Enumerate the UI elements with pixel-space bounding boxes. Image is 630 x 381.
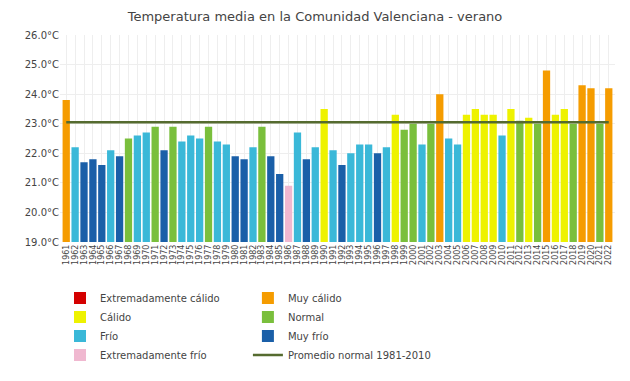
svg-text:1975: 1975 — [186, 245, 195, 265]
svg-text:1982: 1982 — [249, 245, 258, 265]
svg-text:Extremadamente cálido: Extremadamente cálido — [100, 293, 220, 304]
svg-text:1996: 1996 — [373, 245, 382, 265]
svg-text:1988: 1988 — [302, 245, 311, 265]
svg-text:2015: 2015 — [542, 245, 551, 265]
svg-text:1974: 1974 — [177, 245, 186, 265]
svg-text:2001: 2001 — [418, 245, 427, 265]
svg-text:2016: 2016 — [551, 245, 560, 265]
svg-text:2014: 2014 — [533, 245, 542, 265]
svg-text:19.0°C: 19.0°C — [25, 237, 59, 248]
svg-text:1976: 1976 — [195, 245, 204, 265]
svg-text:2021: 2021 — [595, 245, 604, 265]
svg-text:1994: 1994 — [355, 245, 364, 265]
svg-text:1980: 1980 — [231, 245, 240, 265]
svg-text:1969: 1969 — [133, 245, 142, 265]
svg-text:2022: 2022 — [604, 245, 613, 265]
svg-text:1995: 1995 — [364, 245, 373, 265]
svg-text:2009: 2009 — [489, 245, 498, 265]
svg-text:2007: 2007 — [471, 245, 480, 265]
svg-text:1973: 1973 — [169, 245, 178, 265]
svg-text:26.0°C: 26.0°C — [25, 30, 59, 41]
svg-text:25.0°C: 25.0°C — [25, 59, 59, 70]
svg-text:2008: 2008 — [480, 245, 489, 265]
svg-text:1968: 1968 — [124, 245, 133, 265]
svg-text:Normal: Normal — [288, 312, 324, 323]
svg-text:1987: 1987 — [293, 245, 302, 265]
svg-text:1971: 1971 — [151, 245, 160, 265]
svg-text:2005: 2005 — [453, 245, 462, 265]
svg-text:1993: 1993 — [346, 245, 355, 265]
svg-text:Extremadamente frío: Extremadamente frío — [100, 350, 207, 361]
svg-text:Frío: Frío — [100, 331, 118, 342]
svg-text:21.0°C: 21.0°C — [25, 177, 59, 188]
svg-text:1967: 1967 — [115, 245, 124, 265]
svg-text:1984: 1984 — [266, 245, 275, 265]
svg-text:2011: 2011 — [507, 245, 516, 265]
svg-text:1965: 1965 — [97, 245, 106, 265]
svg-text:Promedio normal 1981-2010: Promedio normal 1981-2010 — [288, 350, 431, 361]
svg-text:1970: 1970 — [142, 245, 151, 265]
svg-text:2004: 2004 — [444, 245, 453, 265]
svg-text:1999: 1999 — [400, 245, 409, 265]
svg-text:Muy frío: Muy frío — [288, 331, 329, 342]
svg-text:1978: 1978 — [213, 245, 222, 265]
svg-text:22.0°C: 22.0°C — [25, 148, 59, 159]
svg-text:23.0°C: 23.0°C — [25, 118, 59, 129]
svg-text:1990: 1990 — [320, 245, 329, 265]
svg-text:2003: 2003 — [435, 245, 444, 265]
svg-text:1991: 1991 — [329, 245, 338, 265]
svg-text:1983: 1983 — [258, 245, 267, 265]
svg-text:2010: 2010 — [498, 245, 507, 265]
svg-text:2013: 2013 — [524, 245, 533, 265]
svg-text:1964: 1964 — [89, 245, 98, 265]
svg-text:1977: 1977 — [204, 245, 213, 265]
svg-text:1998: 1998 — [391, 245, 400, 265]
svg-text:1986: 1986 — [284, 245, 293, 265]
svg-text:2020: 2020 — [587, 245, 596, 265]
svg-text:20.0°C: 20.0°C — [25, 207, 59, 218]
svg-text:Cálido: Cálido — [100, 312, 131, 323]
svg-text:1992: 1992 — [338, 245, 347, 265]
svg-text:1963: 1963 — [80, 245, 89, 265]
svg-text:2019: 2019 — [578, 245, 587, 265]
svg-text:Temperatura media en la Comuni: Temperatura media en la Comunidad Valenc… — [127, 9, 503, 24]
svg-text:1989: 1989 — [311, 245, 320, 265]
svg-text:1966: 1966 — [106, 245, 115, 265]
svg-text:1979: 1979 — [222, 245, 231, 265]
svg-text:1997: 1997 — [382, 245, 391, 265]
svg-text:2000: 2000 — [409, 245, 418, 265]
svg-text:Muy cálido: Muy cálido — [288, 293, 342, 304]
svg-text:1962: 1962 — [71, 245, 80, 265]
svg-text:1985: 1985 — [275, 245, 284, 265]
svg-text:2012: 2012 — [515, 245, 524, 265]
svg-text:1981: 1981 — [240, 245, 249, 265]
svg-text:2017: 2017 — [560, 245, 569, 265]
svg-text:2006: 2006 — [462, 245, 471, 265]
svg-text:1972: 1972 — [160, 245, 169, 265]
svg-text:1961: 1961 — [62, 245, 71, 265]
svg-text:2018: 2018 — [569, 245, 578, 265]
svg-text:24.0°C: 24.0°C — [25, 89, 59, 100]
svg-text:2002: 2002 — [426, 245, 435, 265]
